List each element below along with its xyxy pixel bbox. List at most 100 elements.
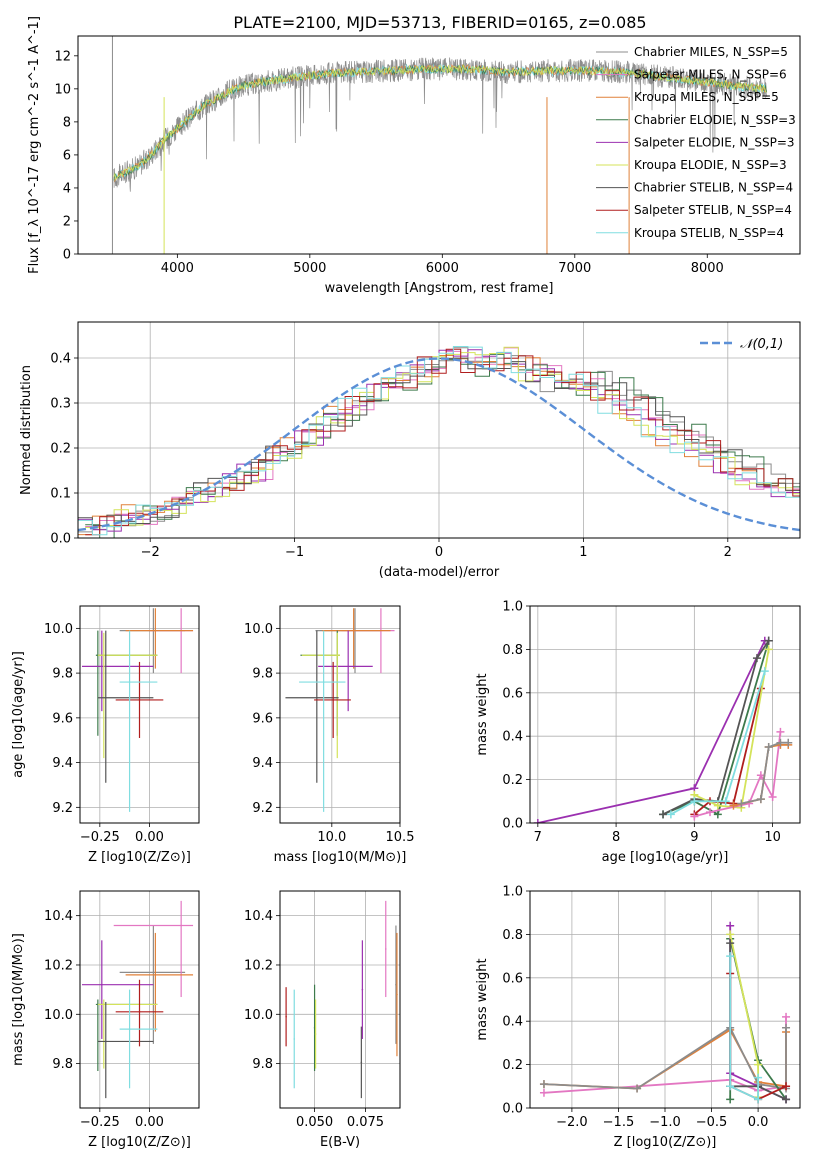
weight-marker xyxy=(764,743,773,752)
data-point xyxy=(104,696,107,699)
x-tick-label: −0.5 xyxy=(696,1115,728,1130)
y-axis-label: age [log10(age/yr)] xyxy=(11,651,26,778)
weight-marker xyxy=(659,810,668,819)
histogram-step xyxy=(78,346,800,536)
x-axis-label: E(B-V) xyxy=(320,1135,360,1150)
data-point xyxy=(103,654,105,657)
x-tick-label: 5000 xyxy=(293,261,326,276)
y-tick-label: 10 xyxy=(54,82,71,97)
weight-marker xyxy=(533,819,542,823)
weight-marker xyxy=(726,952,735,961)
y-tick-label: 0.4 xyxy=(502,730,523,745)
legend-label: 𝒩(0,1) xyxy=(740,337,783,352)
x-tick-label: 1 xyxy=(579,545,587,560)
y-tick-label: 0.6 xyxy=(502,971,523,986)
data-point xyxy=(361,988,364,991)
y-tick-label: 6 xyxy=(63,148,71,163)
weight-marker xyxy=(764,645,773,654)
y-tick-label: 0.8 xyxy=(502,928,523,943)
y-axis-label: mass weight xyxy=(475,958,490,1040)
chart-mass-vs-z: −0.25 0.00 9.8 10.0 10.2 10.4 Z [log10(Z/Z⊙)] m… xyxy=(11,890,200,1150)
y-tick-label: 8 xyxy=(63,115,71,130)
x-axis-label: wavelength [Angstrom, rest frame] xyxy=(325,281,554,296)
y-tick-label: 9.4 xyxy=(252,756,273,771)
x-tick-label: −0.25 xyxy=(80,1115,120,1130)
weight-marker xyxy=(726,1082,735,1091)
data-point xyxy=(138,1011,141,1013)
x-axis-label: Z [log10(Z/Z⊙)] xyxy=(88,850,191,865)
y-tick-label: 1.0 xyxy=(502,600,523,615)
x-tick-label: 8000 xyxy=(691,261,724,276)
weight-line xyxy=(693,688,762,815)
y-tick-label: 9.8 xyxy=(52,667,73,682)
weight-marker xyxy=(776,727,785,736)
x-axis-label: (data-model)/error xyxy=(379,565,500,580)
x-tick-label: −0.25 xyxy=(80,830,120,845)
y-tick-label: 0.2 xyxy=(502,1058,523,1073)
x-tick-label: 7 xyxy=(534,830,542,845)
axes-frame xyxy=(77,35,801,255)
weight-marker xyxy=(726,939,735,948)
y-tick-label: 10.0 xyxy=(44,622,73,637)
weight-marker xyxy=(754,1060,763,1069)
data-point xyxy=(313,1027,316,1029)
y-tick-label: 0.4 xyxy=(50,352,71,367)
data-point xyxy=(360,1061,363,1064)
weight-marker xyxy=(539,1080,548,1089)
data-point xyxy=(293,1038,296,1040)
data-point xyxy=(154,974,157,976)
axes-frame xyxy=(77,321,801,539)
x-tick-label: −1.0 xyxy=(649,1115,681,1130)
spectrum-data-line xyxy=(113,57,768,192)
x-tick-label: −1 xyxy=(285,545,304,560)
weight-marker xyxy=(752,654,761,663)
y-tick-label: 10.4 xyxy=(244,909,273,924)
weight-line xyxy=(741,741,789,805)
weight-marker xyxy=(782,1023,791,1032)
x-tick-label: 7000 xyxy=(558,261,591,276)
y-tick-label: 0.8 xyxy=(502,643,523,658)
normal-curve xyxy=(78,357,800,532)
weight-line xyxy=(693,649,770,809)
x-tick-label: 0.050 xyxy=(296,1115,333,1130)
y-tick-label: 0.4 xyxy=(502,1015,523,1030)
chart-age-vs-mass: 10.0 10.5 9.2 9.4 9.6 9.8 10.0 mass [log10(M/M⊙… xyxy=(244,605,414,865)
weight-marker xyxy=(760,667,769,676)
data-point xyxy=(314,1033,317,1035)
data-point xyxy=(384,948,387,950)
weight-marker xyxy=(726,1095,735,1104)
y-axis-label: mass [log10(M/M⊙)] xyxy=(11,933,26,1066)
y-tick-label: 0.2 xyxy=(50,442,71,457)
weight-marker xyxy=(782,1082,791,1091)
y-tick-label: 10.2 xyxy=(244,958,273,973)
spectrum-model-line xyxy=(113,63,767,181)
x-tick-label: 0.075 xyxy=(347,1115,384,1130)
histogram-step xyxy=(85,348,800,536)
x-tick-label: 10.0 xyxy=(317,830,346,845)
figure-title: PLATE=2100, MJD=53713, FIBERID=0165, z=0… xyxy=(233,13,646,32)
legend-label: Salpeter ELODIE, N_SSP=3 xyxy=(634,135,795,149)
x-tick-label: −1.5 xyxy=(603,1115,635,1130)
x-axis-label: mass [log10(M/M⊙)] xyxy=(274,850,407,865)
axes-frame xyxy=(529,890,801,1109)
histogram-step xyxy=(85,346,800,528)
data-point xyxy=(154,629,157,632)
legend-label: Kroupa STELIB, N_SSP=4 xyxy=(634,226,784,240)
weight-marker xyxy=(706,808,714,817)
data-point xyxy=(128,681,131,683)
y-tick-label: 9.6 xyxy=(252,711,273,726)
axes-frame xyxy=(79,605,200,824)
histogram-step xyxy=(85,353,800,538)
data-point xyxy=(352,629,355,632)
legend-label: Salpeter MILES, N_SSP=6 xyxy=(634,68,787,82)
weight-marker xyxy=(737,799,746,808)
y-tick-label: 4 xyxy=(63,181,71,196)
x-tick-label: 0.00 xyxy=(135,1115,164,1130)
y-tick-label: 2 xyxy=(63,214,71,229)
spectrum-legend: Chabrier MILES, N_SSP=5 Salpeter MILES, N… xyxy=(596,45,796,240)
weight-line xyxy=(543,1026,787,1090)
legend-label: Chabrier STELIB, N_SSP=4 xyxy=(634,181,793,195)
y-tick-label: 9.8 xyxy=(52,1057,73,1072)
data-point xyxy=(322,681,325,683)
